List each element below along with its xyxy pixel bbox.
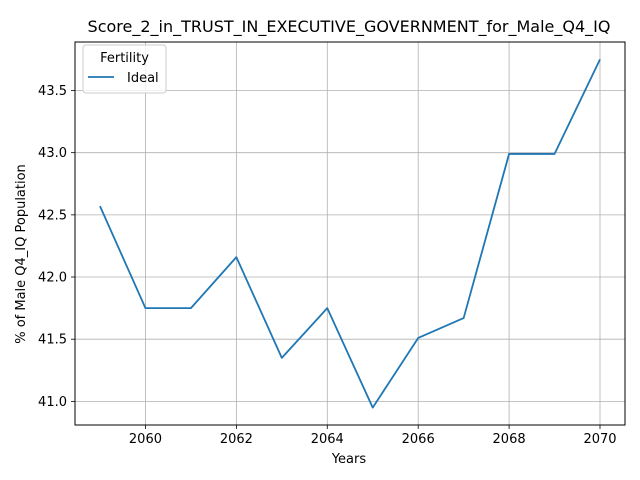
legend-box — [82, 44, 167, 94]
x-tick-label: 2064 — [311, 432, 344, 447]
legend-title: Fertility — [100, 51, 149, 66]
x-tick-label: 2060 — [129, 432, 162, 447]
grid-lines — [75, 42, 625, 425]
axes-frame — [74, 41, 626, 426]
series-line-ideal — [99, 59, 601, 409]
legend: Fertility Ideal — [82, 44, 167, 94]
y-tick-label: 43.0 — [38, 146, 67, 161]
y-tick-label: 43.5 — [38, 84, 67, 99]
x-tick-label: 2066 — [402, 432, 435, 447]
x-tick-label: 2070 — [583, 432, 616, 447]
chart-title: Score_2_in_TRUST_IN_EXECUTIVE_GOVERNMENT… — [88, 17, 611, 37]
y-axis-ticks: 41.0 41.5 42.0 42.5 43.0 43.5 — [38, 84, 75, 410]
x-axis-ticks: 2060 2062 2064 2066 2068 2070 — [129, 425, 617, 447]
y-axis-label: % of Male Q4_IQ Population — [14, 164, 29, 344]
y-tick-label: 41.5 — [38, 333, 67, 348]
y-tick-label: 42.5 — [38, 208, 67, 223]
x-tick-label: 2068 — [493, 432, 526, 447]
y-tick-label: 41.0 — [38, 395, 67, 410]
legend-label-ideal: Ideal — [127, 71, 159, 86]
series-layer — [99, 59, 601, 409]
y-tick-label: 42.0 — [38, 271, 67, 286]
x-tick-label: 2062 — [220, 432, 253, 447]
x-axis-label: Years — [331, 452, 367, 467]
